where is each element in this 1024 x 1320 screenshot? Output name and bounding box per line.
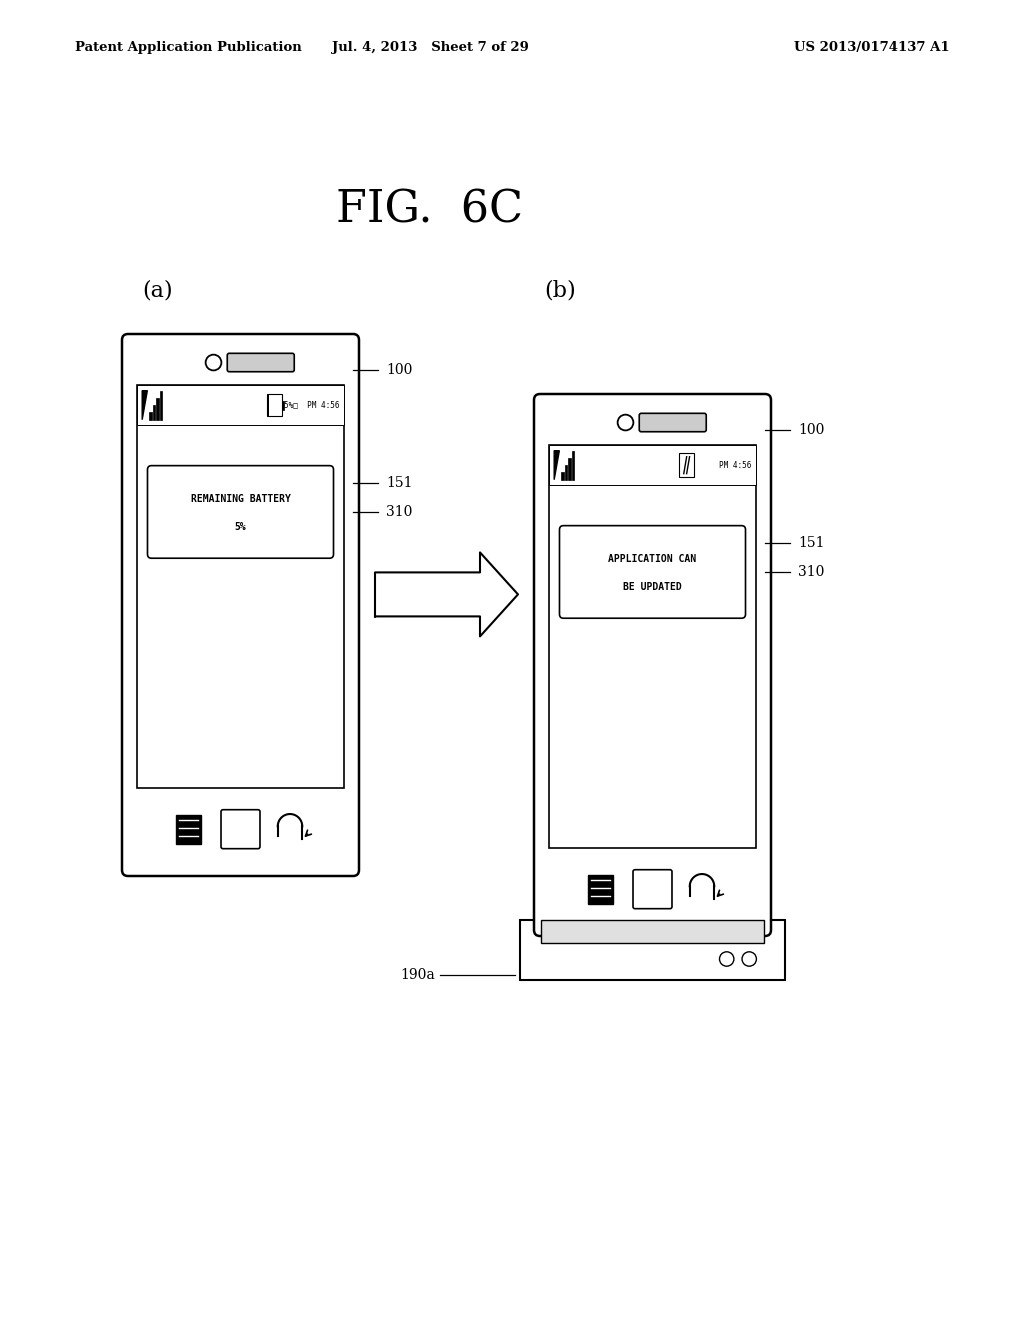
FancyBboxPatch shape [122, 334, 359, 876]
Bar [137, 385, 344, 425]
Text: (b): (b) [544, 279, 575, 301]
Bar [589, 875, 613, 904]
Bar [564, 465, 567, 479]
Text: BE UPDATED: BE UPDATED [624, 582, 682, 593]
Bar [571, 450, 574, 479]
Bar [520, 920, 785, 979]
FancyBboxPatch shape [534, 393, 771, 936]
FancyBboxPatch shape [559, 525, 745, 618]
Text: US 2013/0174137 A1: US 2013/0174137 A1 [795, 41, 950, 54]
Bar [268, 395, 269, 416]
Text: FIG.  6C: FIG. 6C [337, 189, 523, 231]
Text: 5%□  PM 4:56: 5%□ PM 4:56 [285, 401, 340, 409]
Bar [282, 401, 284, 409]
Polygon shape [375, 552, 518, 636]
Text: 310: 310 [386, 506, 413, 519]
Bar [156, 397, 159, 420]
Text: 100: 100 [386, 363, 413, 378]
Text: 5%: 5% [234, 523, 247, 532]
FancyBboxPatch shape [147, 466, 334, 558]
Bar [561, 473, 563, 479]
Bar [153, 405, 156, 420]
Text: 190a: 190a [400, 968, 435, 982]
Bar [679, 453, 694, 478]
Bar [549, 445, 756, 486]
Text: 310: 310 [798, 565, 824, 579]
Bar [150, 412, 152, 420]
Bar [568, 458, 570, 479]
Text: PM 4:56: PM 4:56 [720, 461, 752, 470]
Text: 100: 100 [798, 422, 824, 437]
Bar [137, 385, 344, 788]
Text: APPLICATION CAN: APPLICATION CAN [608, 554, 696, 564]
Text: Patent Application Publication: Patent Application Publication [75, 41, 302, 54]
FancyBboxPatch shape [639, 413, 707, 432]
Text: 151: 151 [386, 477, 413, 490]
Text: (a): (a) [142, 279, 173, 301]
Bar [176, 814, 201, 843]
Bar [160, 391, 162, 420]
Polygon shape [142, 391, 147, 420]
Polygon shape [554, 450, 559, 479]
Bar [549, 445, 756, 847]
Text: Jul. 4, 2013   Sheet 7 of 29: Jul. 4, 2013 Sheet 7 of 29 [332, 41, 528, 54]
Bar [542, 920, 764, 942]
Text: 151: 151 [798, 536, 824, 550]
Bar [267, 395, 282, 416]
Text: REMAINING BATTERY: REMAINING BATTERY [190, 494, 291, 504]
FancyBboxPatch shape [227, 354, 294, 372]
